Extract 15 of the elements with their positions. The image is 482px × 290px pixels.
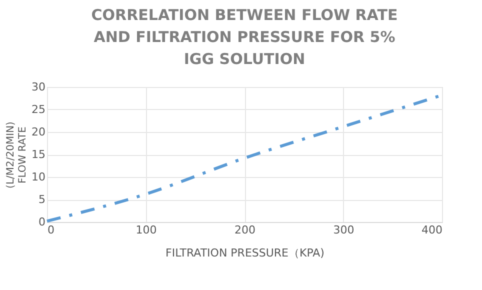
x-axis-title: FILTRATION PRESSURE（KPA) — [166, 246, 324, 260]
x-tick-label: 200 — [234, 224, 256, 236]
y-tick-label: 25 — [32, 103, 46, 116]
y-tick-label: 30 — [32, 80, 46, 94]
y-axis-title: (L/M2/20MIN) FLOW RATE — [6, 121, 29, 188]
x-tick-label: 0 — [48, 224, 54, 236]
y-tick-label: 10 — [32, 170, 46, 184]
x-tick-label: 400 — [422, 224, 442, 236]
y-tick-label: 5 — [38, 193, 46, 206]
x-tick-label: 100 — [136, 224, 157, 236]
y-tick-label: 0 — [38, 216, 46, 228]
chart-title: CORRELATION BETWEEN FLOW RATE AND FILTRATION PRESSURE FOR 5% IGG SOLUTION — [91, 6, 398, 68]
y-tick-label: 15 — [32, 148, 46, 161]
x-tick-label: 300 — [333, 224, 354, 236]
y-tick-label: 20 — [32, 126, 46, 138]
